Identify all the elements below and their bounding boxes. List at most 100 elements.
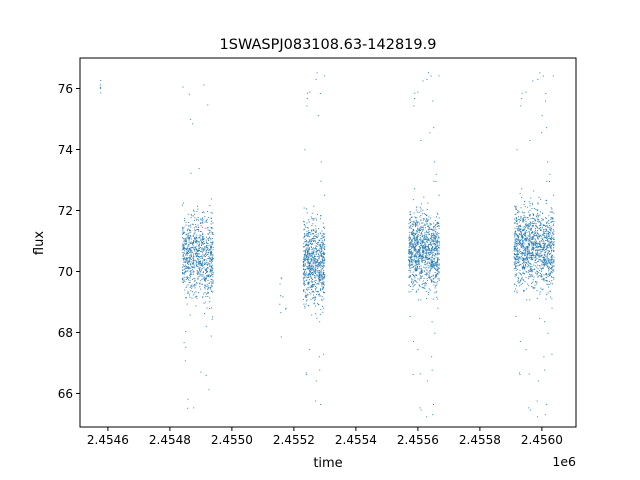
data-point (514, 241, 516, 243)
data-point (550, 233, 552, 235)
data-point (202, 249, 204, 251)
data-point (543, 265, 545, 267)
data-point (308, 256, 310, 258)
data-point (436, 212, 438, 214)
data-point (418, 261, 420, 263)
data-point (529, 252, 531, 254)
data-point (427, 259, 429, 261)
data-point (516, 242, 518, 244)
data-point (529, 140, 531, 142)
data-point (550, 244, 552, 246)
data-point (521, 244, 523, 246)
data-point (424, 285, 426, 287)
data-point (315, 235, 317, 237)
data-point (307, 245, 309, 247)
data-point (312, 256, 314, 258)
data-point (426, 255, 428, 257)
data-point (546, 280, 548, 282)
data-point (520, 233, 522, 235)
data-point (197, 262, 199, 264)
data-point (315, 297, 317, 299)
data-point (314, 270, 316, 272)
data-point (204, 221, 206, 223)
data-point (530, 222, 532, 224)
data-point (429, 266, 431, 268)
data-point (433, 249, 435, 251)
data-point (432, 265, 434, 267)
data-point (515, 243, 517, 245)
data-point (191, 286, 193, 288)
data-point (547, 255, 549, 257)
data-point (436, 226, 438, 228)
data-point (195, 242, 197, 244)
data-point (211, 266, 213, 268)
data-point (203, 84, 205, 86)
data-point (185, 248, 187, 250)
data-point (520, 234, 522, 236)
data-point (426, 254, 428, 256)
data-point (303, 276, 305, 278)
data-point (414, 256, 416, 258)
data-point (544, 255, 546, 257)
data-point (428, 233, 430, 235)
data-point (316, 250, 318, 252)
data-point (320, 275, 322, 277)
data-point (212, 258, 214, 260)
data-point (320, 233, 322, 235)
data-point (421, 244, 423, 246)
data-point (409, 250, 411, 252)
data-point (185, 241, 187, 243)
data-point (436, 249, 438, 251)
data-point (552, 250, 554, 252)
data-point (420, 232, 422, 234)
data-point (527, 253, 529, 255)
data-point (426, 221, 428, 223)
data-point (211, 259, 213, 261)
data-point (415, 223, 417, 225)
data-point (306, 266, 308, 268)
data-point (199, 275, 201, 277)
data-point (311, 244, 313, 246)
data-point (544, 230, 546, 232)
data-point (315, 230, 317, 232)
data-point (187, 235, 189, 237)
data-point (192, 223, 194, 225)
data-point (543, 261, 545, 263)
data-point (201, 247, 203, 249)
data-point (527, 250, 529, 252)
data-point (202, 219, 204, 221)
data-point (524, 227, 526, 229)
data-point (514, 245, 516, 247)
data-point (528, 238, 530, 240)
data-point (534, 239, 536, 241)
data-point (524, 248, 526, 250)
data-point (313, 294, 315, 296)
data-point (410, 239, 412, 241)
data-point (202, 236, 204, 238)
data-point (520, 217, 522, 219)
data-point (524, 218, 526, 220)
data-point (425, 282, 427, 284)
data-point (187, 233, 189, 235)
data-point (425, 290, 427, 292)
data-point (412, 223, 414, 225)
data-point (519, 257, 521, 259)
data-point (545, 239, 547, 241)
data-point (537, 209, 539, 211)
data-point (519, 242, 521, 244)
data-point (188, 234, 190, 236)
data-point (208, 282, 210, 284)
data-point (208, 239, 210, 241)
data-point (313, 256, 315, 258)
data-point (548, 222, 550, 224)
data-point (190, 241, 192, 243)
data-point (546, 217, 548, 219)
x-tick-label: 2.4552 (273, 433, 315, 447)
data-point (526, 246, 528, 248)
data-point (311, 267, 313, 269)
data-point (419, 216, 421, 218)
data-point (532, 231, 534, 233)
data-point (323, 307, 325, 309)
data-point (191, 284, 193, 286)
data-point (431, 279, 433, 281)
